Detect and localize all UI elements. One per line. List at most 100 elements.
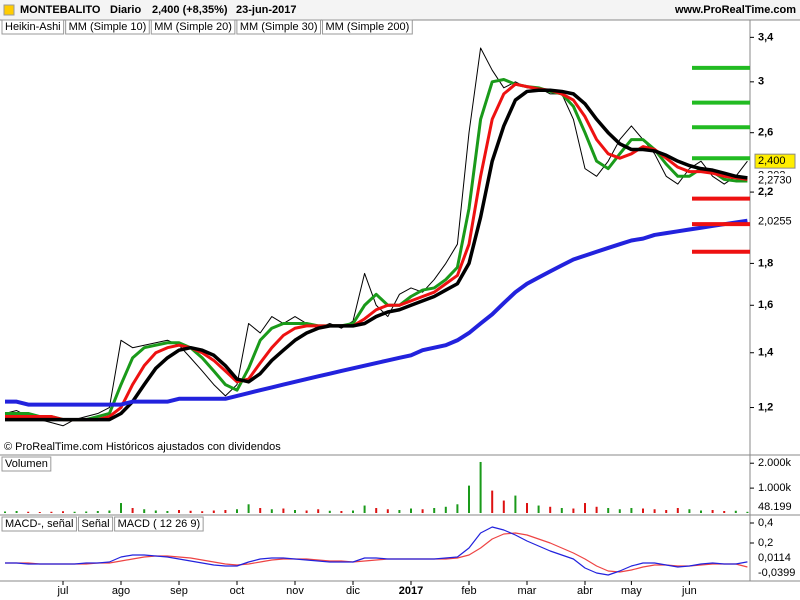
legend-label: MM (Simple 30) [240,21,318,33]
legend-label: Volumen [5,458,48,470]
volume-bar [410,508,412,513]
volume-bar [537,505,540,513]
legend-label: Señal [81,518,109,530]
x-tick-label: abr [577,585,593,597]
price-tag-bg [755,214,795,229]
price-tag: -0,0399 [758,567,795,579]
volume-bar [27,511,30,513]
legend-box [1,19,65,35]
volume-bar [85,511,88,513]
series-line [5,82,748,422]
legend-box [322,19,413,35]
volume-bar [352,510,354,513]
volume-bar [236,509,238,513]
volume-bar [560,508,563,513]
price-tag: 2,400 [758,155,786,167]
legend-box [1,456,52,472]
volume-bar [143,509,146,513]
x-tick-label: jul [56,585,68,597]
volume-bar [212,510,215,513]
price-tag: 0,0114 [758,552,791,564]
legend-label: MACD ( 12 26 9) [118,518,201,530]
volume-bar [294,510,296,513]
series-line [5,218,748,407]
price-tag-bg [755,173,795,188]
volume-bar [734,510,737,513]
x-tick-label: ago [112,585,130,597]
y-tick-label: 3,4 [758,31,774,43]
price-tag: 2,2730 [758,174,792,186]
volume-bar [665,510,668,513]
volume-bar [166,511,169,513]
y-tick-label: 2,2 [758,186,773,198]
legend-box [236,19,322,35]
volume-bar [108,510,111,513]
volume-bar [270,509,273,513]
volume-bar [247,504,250,513]
volume-bar [305,510,308,513]
volume-bar [375,508,378,513]
volume-bar [120,503,122,513]
volume-bar [189,510,192,513]
price-tag-bg [755,566,799,579]
icon [3,4,15,16]
volume-bar [398,510,401,513]
x-tick-label: dic [346,585,361,597]
legend-label: MM (Simple 200) [326,21,410,33]
volume-bar [178,510,180,513]
volume-bar [386,509,389,513]
volume-bar [444,506,447,513]
series-line [4,47,748,427]
legend-label: MM (Simple 20) [154,21,232,33]
price-tag: 2,0255 [758,215,792,227]
volume-bar [328,510,331,513]
volume-bar [317,509,320,513]
volume-bar [711,510,714,513]
volume-bar [456,504,459,513]
x-tick-label: feb [461,585,476,597]
volume-bar [62,511,64,513]
y-tick-label: 2.000k [758,457,792,469]
x-tick-label: sep [170,585,188,597]
volume-bar [154,510,157,513]
legend-label: MM (Simple 10) [69,21,147,33]
volume-bar [421,509,424,513]
x-tick-label: may [621,585,642,597]
volume-bar [15,511,18,513]
volume-bar [723,511,726,513]
volume-bar [73,511,76,513]
volume-bar [491,490,494,513]
volume-bar [653,509,656,513]
y-tick-label: 3 [758,76,764,88]
x-tick-label: 2017 [399,585,423,597]
volume-bar [514,495,517,513]
legend-box [1,516,77,532]
volume-bar [676,508,679,513]
y-tick-label: 1,2 [758,401,773,413]
volume-bar [642,508,644,513]
symbol: MONTEBALITO [20,4,101,16]
y-tick-label: 1,8 [758,257,773,269]
copyright: © ProRealTime.com Históricos ajustados c… [4,441,281,453]
volume-bar [282,508,285,513]
volume-bar [468,485,470,513]
volume-bar [340,511,343,513]
series-line [5,88,748,422]
legend-box [114,516,204,532]
x-tick-label: oct [230,585,245,597]
y-tick-label: 0,2 [758,537,773,549]
site: www.ProRealTime.com [674,4,796,16]
x-tick-label: nov [286,585,304,597]
volume-bar [700,510,702,513]
volume-bar [38,512,41,513]
volume-bar [549,506,552,513]
volume-bar [595,506,598,513]
y-tick-label: 1,6 [758,299,773,311]
legend-label: Heikin-Ashi [5,21,61,33]
volume-bar [618,509,621,513]
series-line [5,77,748,422]
legend-box [65,19,150,35]
volume-bar [259,508,262,513]
price-tag-bg [755,551,799,564]
volume-bar [96,511,99,513]
